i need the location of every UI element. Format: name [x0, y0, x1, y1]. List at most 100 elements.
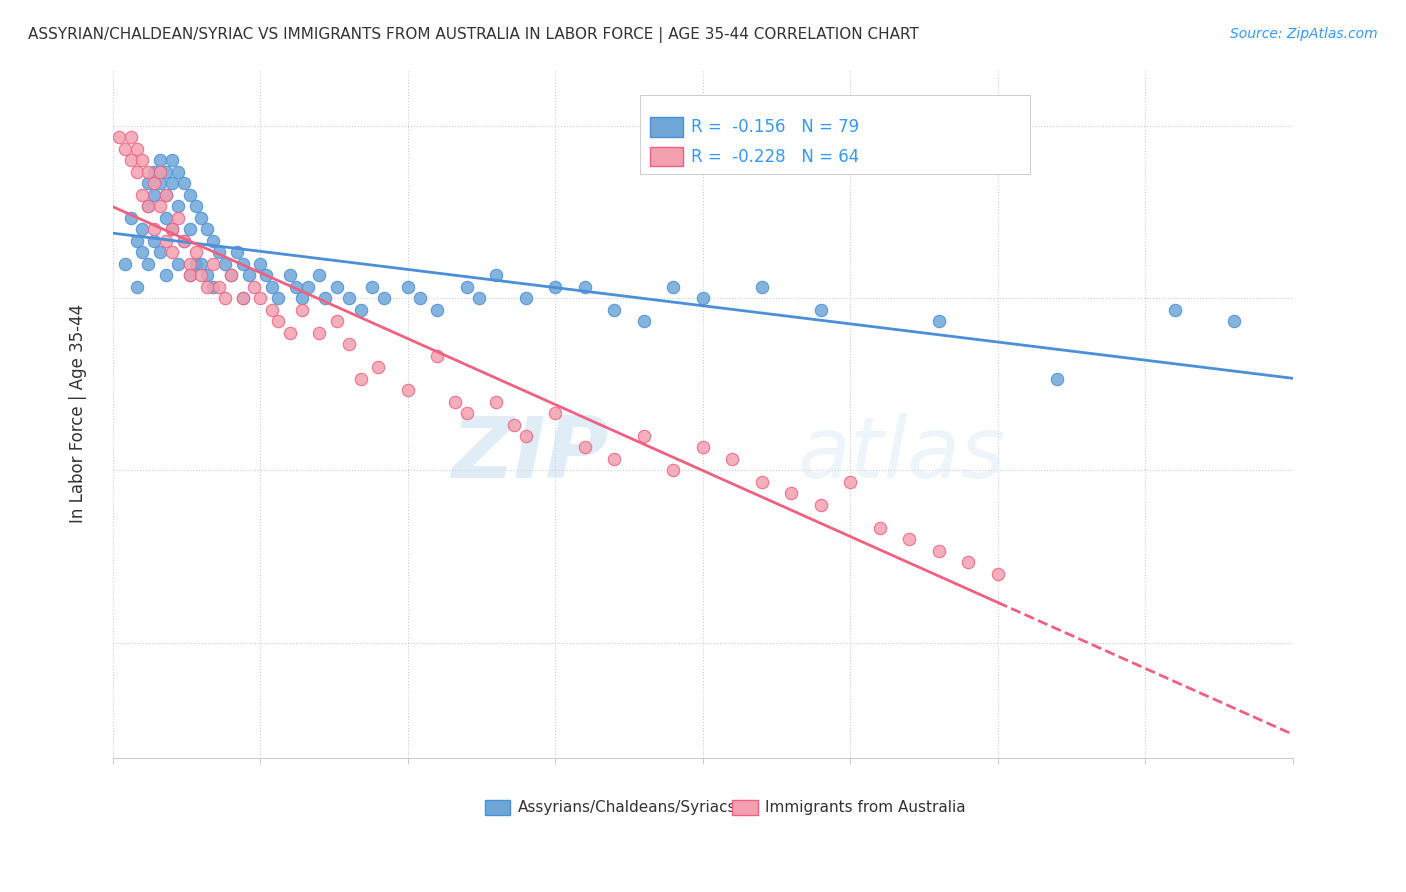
Point: [143, 165, 166, 179]
Point: [485, 394, 508, 409]
Point: [136, 177, 159, 191]
Point: [143, 177, 166, 191]
Point: [544, 279, 567, 293]
Point: [232, 291, 254, 305]
Point: [195, 222, 218, 236]
Point: [574, 279, 596, 293]
Point: [232, 291, 254, 305]
Text: R =  -0.156   N = 79: R = -0.156 N = 79: [690, 118, 859, 136]
Point: [662, 463, 685, 477]
Point: [326, 314, 349, 328]
Point: [426, 349, 449, 363]
Point: [195, 268, 218, 283]
Point: [208, 279, 231, 293]
Point: [131, 187, 153, 202]
Point: [603, 302, 626, 317]
Point: [839, 475, 862, 489]
Point: [114, 257, 136, 271]
Point: [898, 533, 921, 547]
Point: [125, 279, 148, 293]
Point: [149, 245, 172, 260]
Point: [219, 268, 242, 283]
Point: [214, 257, 236, 271]
Point: [214, 291, 236, 305]
Text: R =  -0.228   N = 64: R = -0.228 N = 64: [690, 148, 859, 166]
Point: [125, 165, 148, 179]
Point: [928, 544, 950, 558]
Bar: [640, 95, 1029, 174]
Point: [810, 302, 832, 317]
Bar: [650, 118, 683, 136]
Point: [262, 302, 284, 317]
Point: [337, 291, 360, 305]
Point: [166, 211, 188, 225]
Point: [308, 326, 330, 340]
Bar: [485, 799, 510, 814]
Text: atlas: atlas: [797, 413, 1005, 496]
Point: [184, 245, 207, 260]
Point: [692, 291, 714, 305]
Point: [136, 199, 159, 213]
Point: [1046, 371, 1069, 385]
Point: [143, 222, 166, 236]
Point: [751, 279, 773, 293]
Point: [1163, 302, 1185, 317]
Point: [373, 291, 395, 305]
Point: [179, 222, 201, 236]
Point: [155, 187, 177, 202]
Point: [114, 142, 136, 156]
Point: [485, 268, 508, 283]
Point: [190, 257, 212, 271]
Point: [1222, 314, 1244, 328]
Point: [284, 279, 307, 293]
Point: [396, 279, 419, 293]
Point: [160, 222, 183, 236]
Bar: [650, 147, 683, 167]
Point: [278, 268, 301, 283]
Point: [249, 257, 271, 271]
Point: [120, 130, 142, 145]
Point: [184, 257, 207, 271]
Point: [202, 279, 225, 293]
Point: [662, 279, 685, 293]
Point: [810, 498, 832, 512]
Point: [131, 153, 153, 168]
Point: [120, 211, 142, 225]
Text: Assyrians/Chaldeans/Syriacs: Assyrians/Chaldeans/Syriacs: [517, 799, 737, 814]
Point: [149, 199, 172, 213]
Point: [173, 234, 195, 248]
Point: [987, 566, 1010, 581]
Point: [179, 268, 201, 283]
Point: [160, 222, 183, 236]
Point: [544, 406, 567, 420]
Point: [928, 314, 950, 328]
Point: [179, 257, 201, 271]
Point: [202, 234, 225, 248]
Point: [149, 153, 172, 168]
Point: [267, 314, 290, 328]
Point: [350, 371, 373, 385]
Point: [350, 302, 373, 317]
Text: ASSYRIAN/CHALDEAN/SYRIAC VS IMMIGRANTS FROM AUSTRALIA IN LABOR FORCE | AGE 35-44: ASSYRIAN/CHALDEAN/SYRIAC VS IMMIGRANTS F…: [28, 27, 920, 43]
Point: [155, 234, 177, 248]
Point: [254, 268, 277, 283]
Point: [869, 521, 891, 535]
Point: [108, 130, 131, 145]
Point: [603, 452, 626, 467]
Point: [308, 268, 330, 283]
Point: [297, 279, 319, 293]
Point: [190, 211, 212, 225]
Point: [249, 291, 271, 305]
Bar: [733, 799, 758, 814]
Point: [160, 153, 183, 168]
Point: [143, 234, 166, 248]
Point: [131, 245, 153, 260]
Point: [291, 302, 314, 317]
Point: [131, 222, 153, 236]
Point: [120, 153, 142, 168]
Point: [326, 279, 349, 293]
Point: [155, 268, 177, 283]
Point: [179, 187, 201, 202]
Point: [396, 383, 419, 397]
Point: [166, 257, 188, 271]
